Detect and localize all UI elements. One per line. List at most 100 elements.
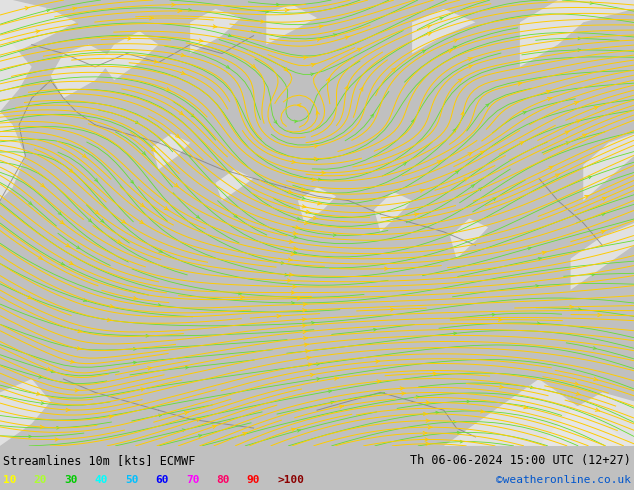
FancyArrowPatch shape	[304, 221, 309, 224]
FancyArrowPatch shape	[295, 226, 300, 229]
FancyArrowPatch shape	[602, 197, 607, 200]
FancyArrowPatch shape	[288, 190, 292, 194]
FancyArrowPatch shape	[345, 86, 348, 90]
FancyArrowPatch shape	[294, 236, 297, 238]
Polygon shape	[190, 9, 241, 53]
Polygon shape	[152, 134, 190, 170]
FancyArrowPatch shape	[453, 332, 456, 335]
FancyArrowPatch shape	[531, 386, 533, 389]
FancyArrowPatch shape	[70, 360, 75, 363]
FancyArrowPatch shape	[36, 30, 40, 33]
FancyArrowPatch shape	[29, 435, 32, 438]
FancyArrowPatch shape	[41, 402, 44, 404]
FancyArrowPatch shape	[277, 315, 281, 318]
FancyArrowPatch shape	[213, 25, 217, 28]
FancyArrowPatch shape	[302, 205, 306, 208]
FancyArrowPatch shape	[310, 373, 314, 377]
FancyArrowPatch shape	[226, 65, 230, 69]
FancyArrowPatch shape	[555, 174, 560, 177]
FancyArrowPatch shape	[297, 103, 301, 107]
Polygon shape	[539, 392, 634, 446]
FancyArrowPatch shape	[373, 328, 377, 331]
FancyArrowPatch shape	[131, 180, 133, 183]
Text: ©weatheronline.co.uk: ©weatheronline.co.uk	[496, 475, 631, 485]
FancyArrowPatch shape	[359, 87, 363, 91]
FancyArrowPatch shape	[423, 431, 427, 435]
Text: 40: 40	[94, 475, 108, 485]
FancyArrowPatch shape	[58, 212, 61, 215]
FancyArrowPatch shape	[291, 428, 295, 431]
FancyArrowPatch shape	[240, 295, 244, 299]
FancyArrowPatch shape	[469, 65, 473, 68]
FancyArrowPatch shape	[304, 343, 308, 346]
FancyArrowPatch shape	[66, 244, 70, 247]
FancyArrowPatch shape	[593, 377, 598, 381]
FancyArrowPatch shape	[588, 176, 592, 179]
FancyArrowPatch shape	[464, 178, 469, 181]
FancyArrowPatch shape	[426, 401, 430, 404]
FancyArrowPatch shape	[261, 20, 264, 23]
FancyArrowPatch shape	[289, 240, 294, 244]
Text: 70: 70	[186, 475, 199, 485]
Text: 60: 60	[155, 475, 169, 485]
FancyArrowPatch shape	[547, 90, 550, 94]
FancyArrowPatch shape	[266, 10, 268, 13]
FancyArrowPatch shape	[301, 188, 306, 191]
FancyArrowPatch shape	[576, 120, 581, 123]
FancyArrowPatch shape	[453, 420, 456, 423]
Text: Th 06-06-2024 15:00 UTC (12+27): Th 06-06-2024 15:00 UTC (12+27)	[410, 454, 631, 467]
FancyArrowPatch shape	[109, 415, 113, 418]
FancyArrowPatch shape	[72, 7, 77, 10]
FancyArrowPatch shape	[188, 8, 191, 11]
FancyArrowPatch shape	[306, 210, 310, 214]
FancyArrowPatch shape	[212, 425, 216, 428]
FancyArrowPatch shape	[25, 7, 29, 10]
FancyArrowPatch shape	[471, 185, 474, 188]
FancyArrowPatch shape	[385, 267, 389, 270]
FancyArrowPatch shape	[458, 78, 463, 82]
FancyArrowPatch shape	[322, 171, 326, 174]
FancyArrowPatch shape	[302, 324, 306, 327]
FancyArrowPatch shape	[453, 129, 456, 132]
FancyArrowPatch shape	[340, 405, 344, 408]
FancyArrowPatch shape	[297, 297, 301, 300]
FancyArrowPatch shape	[176, 134, 180, 138]
FancyArrowPatch shape	[158, 414, 162, 417]
FancyArrowPatch shape	[158, 304, 161, 306]
FancyArrowPatch shape	[289, 273, 294, 276]
FancyArrowPatch shape	[143, 151, 146, 155]
FancyArrowPatch shape	[327, 78, 329, 82]
FancyArrowPatch shape	[294, 251, 297, 254]
FancyArrowPatch shape	[468, 58, 472, 61]
FancyArrowPatch shape	[311, 321, 314, 324]
FancyArrowPatch shape	[110, 305, 114, 308]
FancyArrowPatch shape	[518, 82, 522, 85]
FancyArrowPatch shape	[154, 60, 158, 63]
FancyArrowPatch shape	[148, 367, 152, 370]
FancyArrowPatch shape	[122, 220, 126, 223]
FancyArrowPatch shape	[172, 3, 176, 6]
FancyArrowPatch shape	[312, 178, 316, 181]
FancyArrowPatch shape	[94, 178, 98, 182]
Polygon shape	[298, 187, 336, 223]
FancyArrowPatch shape	[281, 262, 284, 264]
FancyArrowPatch shape	[594, 106, 598, 110]
FancyArrowPatch shape	[184, 412, 188, 415]
FancyArrowPatch shape	[197, 418, 201, 421]
FancyArrowPatch shape	[133, 361, 136, 364]
FancyArrowPatch shape	[297, 218, 300, 220]
FancyArrowPatch shape	[426, 442, 430, 445]
FancyArrowPatch shape	[481, 410, 484, 413]
FancyArrowPatch shape	[83, 299, 86, 301]
Polygon shape	[0, 112, 25, 201]
FancyArrowPatch shape	[424, 412, 427, 416]
FancyArrowPatch shape	[307, 356, 311, 360]
FancyArrowPatch shape	[61, 262, 64, 265]
FancyArrowPatch shape	[440, 17, 443, 20]
FancyArrowPatch shape	[166, 88, 171, 91]
FancyArrowPatch shape	[448, 49, 453, 53]
FancyArrowPatch shape	[60, 220, 64, 224]
FancyArrowPatch shape	[88, 219, 92, 222]
FancyArrowPatch shape	[55, 438, 59, 441]
FancyArrowPatch shape	[460, 440, 463, 443]
